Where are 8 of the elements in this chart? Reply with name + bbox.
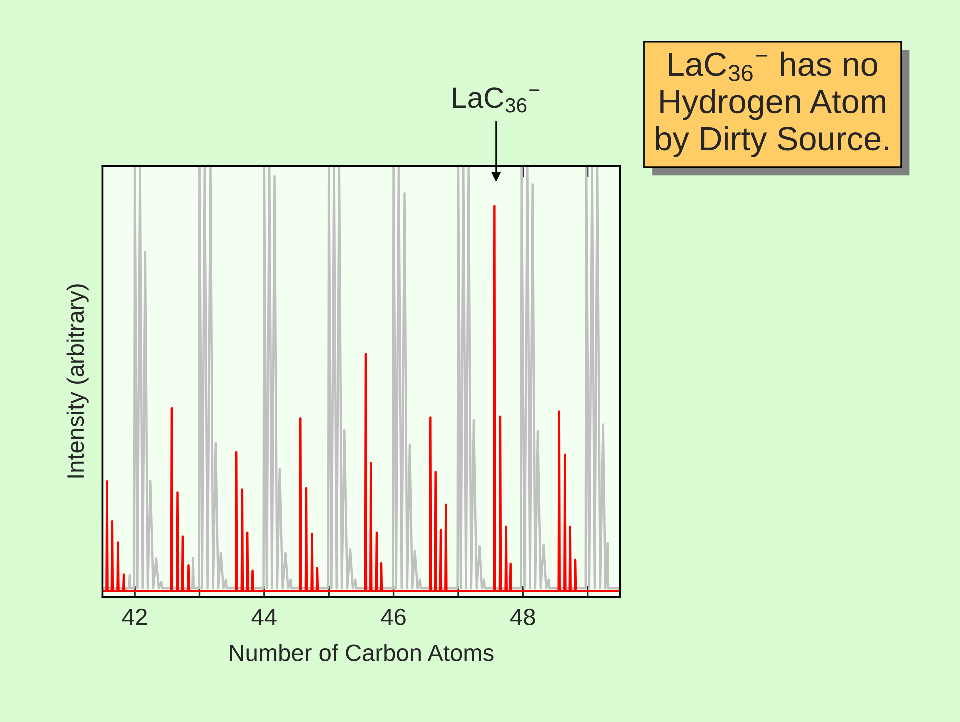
text: LaC$_{36}$$^{−}$ xyxy=(454,88,540,113)
x-tick-label: 46 xyxy=(381,608,406,626)
x-axis-title: Number of Carbon Atoms xyxy=(230,644,494,662)
y-axis-title: Intensity (arbitrary) xyxy=(66,284,89,478)
x-tick-label: 48 xyxy=(510,608,536,626)
x-tick-label: 42 xyxy=(122,608,148,626)
x-tick-label: 44 xyxy=(252,609,277,626)
text: LaC$_{36}$$^{−}$ has no Hydrogen Atom by Dirty Source. xyxy=(656,52,888,158)
